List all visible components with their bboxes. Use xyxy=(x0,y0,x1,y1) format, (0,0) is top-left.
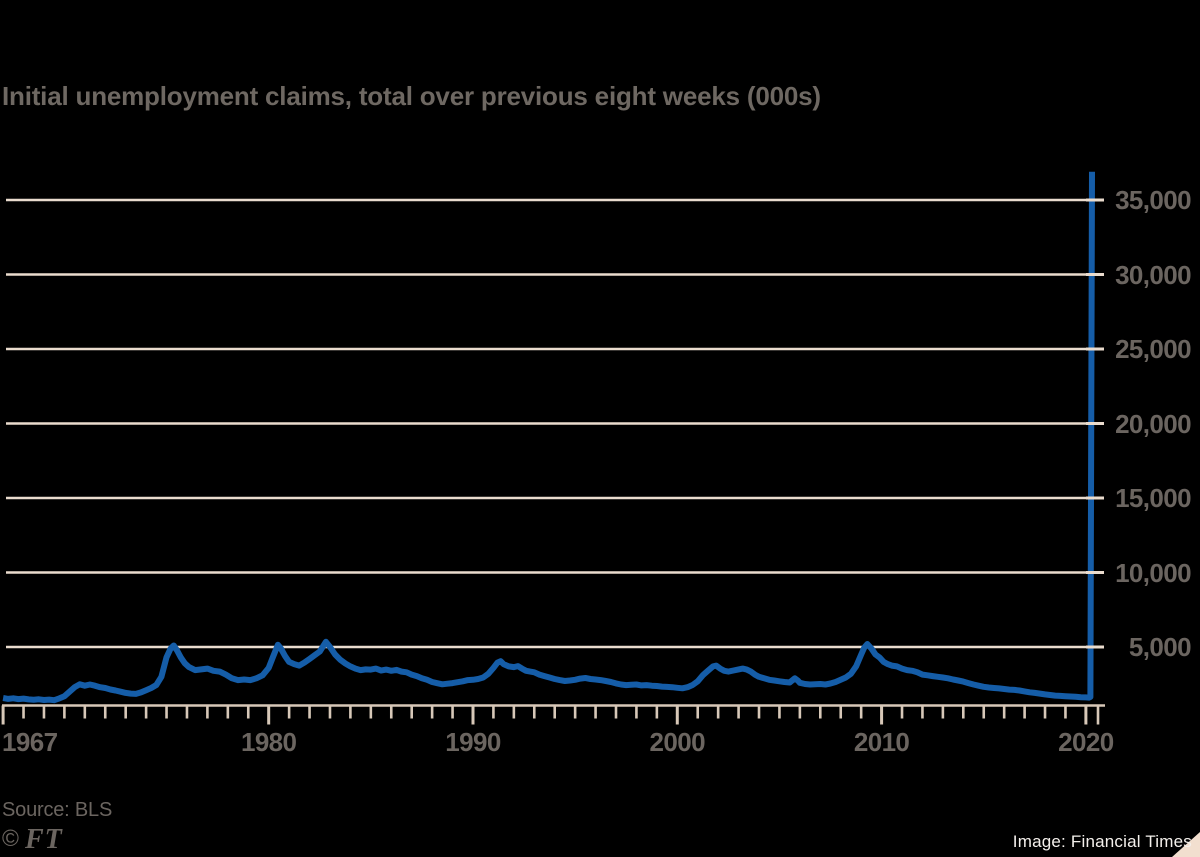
y-tick-label: 35,000 xyxy=(1115,185,1192,215)
x-tick-label: 1980 xyxy=(240,727,297,757)
x-tick-label: 1967 xyxy=(2,727,58,757)
image-credit: Image: Financial Times xyxy=(1012,832,1192,851)
y-tick-label: 15,000 xyxy=(1115,483,1192,513)
x-tick-label: 2020 xyxy=(1058,727,1114,757)
x-tick-label: 2000 xyxy=(649,727,706,757)
ft-logo-text: FT xyxy=(24,824,63,855)
x-tick-label: 2010 xyxy=(853,727,910,757)
x-axis xyxy=(1,704,1105,725)
y-tick-label: 10,000 xyxy=(1115,557,1192,588)
y-tick-label: 30,000 xyxy=(1115,259,1192,290)
source-label: Source: BLS xyxy=(2,799,113,821)
ft-logo: © FT xyxy=(2,824,63,856)
y-tick-marks xyxy=(1086,198,1104,649)
chart-title: Initial unemployment claims, total over … xyxy=(2,81,821,111)
x-tick-label: 1990 xyxy=(445,727,501,757)
y-tick-label: 25,000 xyxy=(1115,334,1192,364)
gridlines xyxy=(6,198,1104,649)
y-tick-label: 20,000 xyxy=(1115,408,1192,439)
copyright-icon: © xyxy=(2,825,19,851)
claims-line xyxy=(2,171,1095,704)
corner-fold-decoration xyxy=(1172,832,1200,857)
y-tick-label: 5,000 xyxy=(1128,632,1192,662)
